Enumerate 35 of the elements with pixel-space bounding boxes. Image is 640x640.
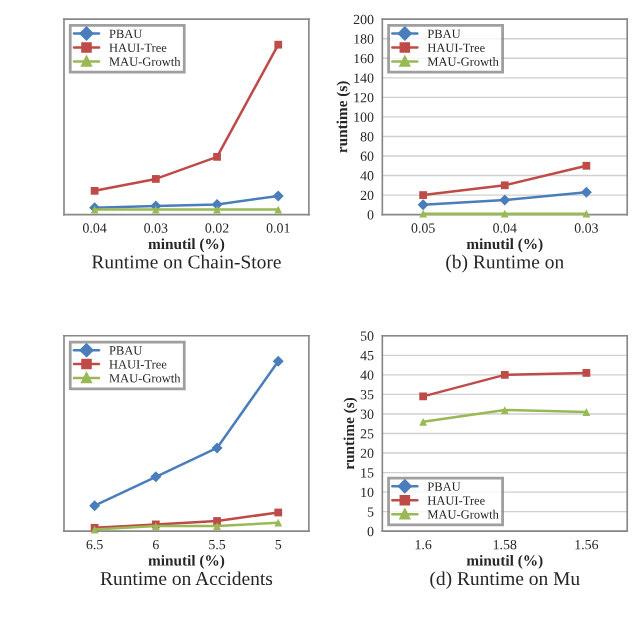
point bbox=[274, 205, 283, 214]
point bbox=[90, 186, 99, 195]
point bbox=[213, 152, 221, 161]
point bbox=[500, 406, 509, 414]
point bbox=[213, 517, 221, 525]
point bbox=[500, 370, 509, 379]
point bbox=[500, 209, 509, 218]
point bbox=[580, 186, 592, 198]
text: (b) Runtime on bbox=[446, 254, 564, 273]
point bbox=[151, 205, 160, 214]
point bbox=[419, 392, 428, 401]
point bbox=[582, 161, 591, 170]
text: (d) Runtime on Mu bbox=[430, 571, 580, 590]
point bbox=[150, 471, 162, 483]
point bbox=[151, 175, 160, 183]
point bbox=[274, 518, 283, 527]
point bbox=[211, 198, 223, 210]
point bbox=[417, 199, 429, 211]
text: Runtime on Accidents bbox=[100, 571, 273, 586]
point bbox=[499, 194, 511, 206]
point bbox=[274, 40, 283, 49]
point bbox=[419, 191, 428, 199]
point bbox=[582, 408, 591, 416]
point bbox=[582, 369, 591, 377]
point bbox=[89, 500, 101, 512]
point bbox=[213, 522, 221, 530]
point bbox=[274, 508, 283, 517]
point bbox=[272, 355, 284, 367]
point bbox=[211, 442, 223, 454]
point bbox=[419, 209, 428, 218]
point bbox=[500, 181, 509, 190]
point bbox=[272, 190, 284, 202]
text: Runtime on Chain-Store bbox=[91, 254, 281, 269]
point bbox=[582, 209, 591, 218]
point bbox=[419, 417, 428, 426]
